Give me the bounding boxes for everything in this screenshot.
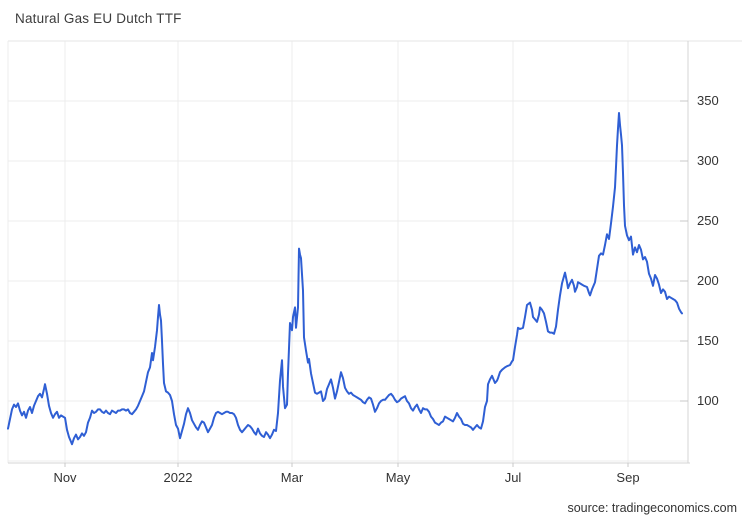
y-axis-label: 100 [697,393,719,408]
x-axis-label: Jul [504,470,522,485]
x-axis-label: Nov [53,470,77,485]
y-axis-label: 350 [697,93,719,108]
price-line [7,112,683,446]
y-axis-label: 200 [697,273,719,288]
axis-layer [7,40,742,467]
y-axis-label: 250 [697,213,719,228]
grid-layer [8,41,688,463]
y-axis-label: 150 [697,333,719,348]
x-axis-label: Sep [616,470,640,485]
x-axis-label: May [385,470,411,485]
chart-title: Natural Gas EU Dutch TTF [15,11,182,26]
source-attribution: source: tradingeconomics.com [567,501,737,515]
x-axis-label: 2022 [163,470,193,485]
x-axis-label: Mar [280,470,304,485]
y-axis-label: 300 [697,153,719,168]
